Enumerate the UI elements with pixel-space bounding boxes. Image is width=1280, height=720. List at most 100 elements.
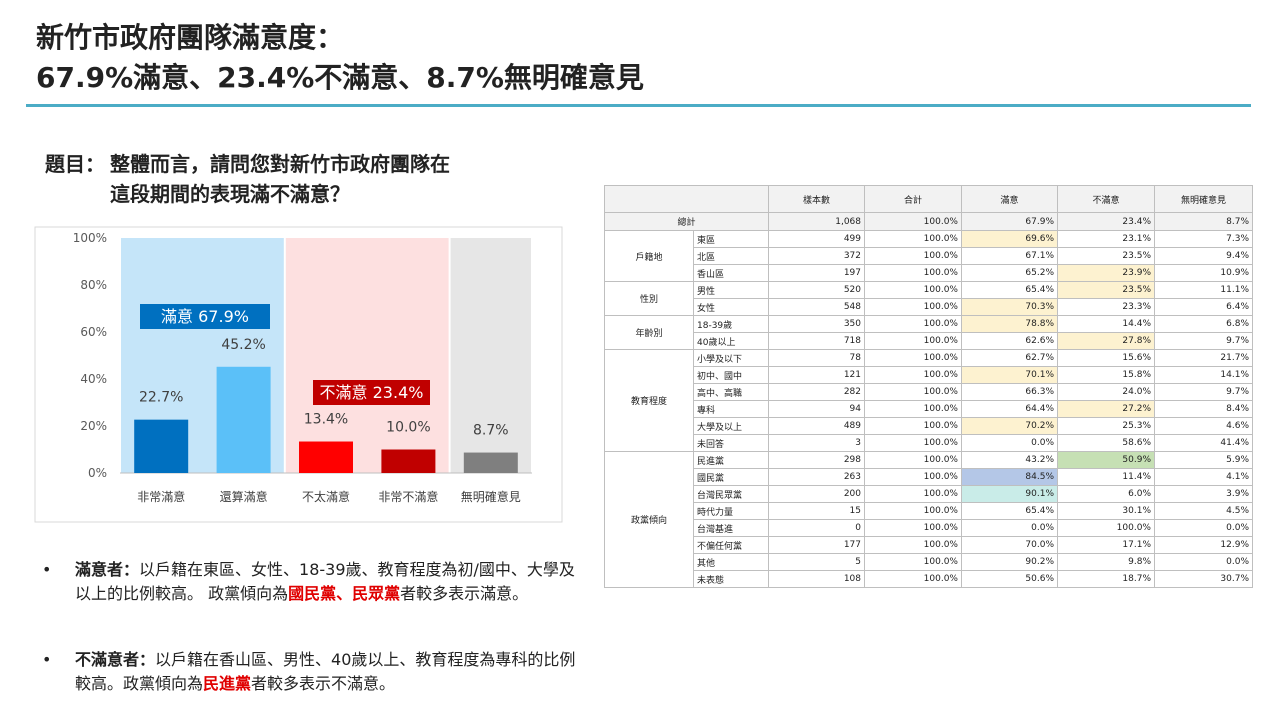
cell: 40歲以上 [693,332,769,350]
cell: 8.7% [1154,212,1253,231]
cell: 27.2% [1057,400,1155,418]
x-tick-label: 非常不滿意 [378,489,438,504]
highlight: 民進黨 [203,674,252,693]
cell: 15 [768,502,865,520]
data-label: 22.7% [139,390,183,406]
cell: 69.6% [961,230,1058,248]
question-line: 這段期間的表現滿不滿意？ [110,182,350,206]
bar [299,441,353,473]
bar [216,366,271,473]
column-header: 合計 [864,185,962,213]
cell: 6.8% [1154,315,1253,333]
data-row: 其他 5 100.0% 90.2% 9.8% 0.0% [605,553,1253,571]
data-row: 性別 男性 520 100.0% 65.4% 23.5% 11.1% [604,281,1253,316]
cell: 14.1% [1154,366,1253,384]
cell: 100.0% [864,230,962,248]
cell: 520 [768,281,865,299]
data-row: 國民黨 263 100.0% 84.5% 11.4% 4.1% [605,468,1253,486]
data-row: 戶籍地 東區 499 100.0% 69.6% 23.1% 7.3% [604,230,1253,282]
cell: 18.7% [1057,570,1155,588]
data-label: 10.0% [386,420,430,436]
cell: 24.0% [1057,383,1155,401]
data-row: 高中、高職 282 100.0% 66.3% 24.0% 9.7% [605,383,1253,401]
x-tick-label: 不太滿意 [302,489,350,504]
cell: 7.3% [1154,230,1253,248]
cell: 3 [768,434,865,452]
group-label: 性別 [604,281,694,316]
annotation: 不滿意 23.4% [320,383,424,402]
cell: 100.0% [864,468,962,486]
data-row: 政黨傾向 民進黨 298 100.0% 43.2% 50.9% 5.9% [604,451,1253,588]
cell: 高中、高職 [693,383,769,401]
bullet-label: 滿意者： [75,560,140,579]
cell: 100.0% [864,281,962,299]
cell: 84.5% [961,468,1058,486]
cell: 90.2% [961,553,1058,571]
cell: 282 [768,383,865,401]
title-line: 新竹市政府團隊滿意度： [36,21,345,54]
cell: 10.9% [1154,264,1253,282]
bullet-label: 不滿意者： [75,650,156,669]
cell: 台灣民眾黨 [693,485,769,503]
data-row: 大學及以上 489 100.0% 70.2% 25.3% 4.6% [605,417,1253,435]
cell: 香山區 [693,264,769,282]
bullet-part: 者較多表示滿意。 [400,584,529,603]
group-band [450,238,531,473]
cell: 78 [768,349,865,367]
annotation: 滿意 67.9% [161,307,249,326]
cell: 5.9% [1154,451,1253,469]
data-row: 時代力量 15 100.0% 65.4% 30.1% 4.5% [605,502,1253,520]
x-tick-label: 非常滿意 [137,489,185,504]
cell: 北區 [693,247,769,265]
cell: 總計 [604,212,769,231]
cell: 大學及以上 [693,417,769,435]
cell: 100.0% [864,519,962,537]
cell: 58.6% [1057,434,1155,452]
cell: 100.0% [864,434,962,452]
cell: 67.1% [961,247,1058,265]
x-tick-label: 無明確意見 [461,489,521,504]
cell: 499 [768,230,865,248]
data-label: 45.2% [221,337,265,353]
question-line: 整體而言，請問您對新竹市政府團隊在 [110,152,450,176]
cell: 未表態 [693,570,769,588]
cell: 50.9% [1057,451,1155,469]
data-row: 專科 94 100.0% 64.4% 27.2% 8.4% [605,400,1253,418]
cell: 1,068 [768,212,865,231]
data-row: 年齡別 18-39歲 350 100.0% 78.8% 14.4% 6.8% [604,315,1253,350]
cell: 67.9% [961,212,1058,231]
cell: 時代力量 [693,502,769,520]
cell: 70.1% [961,366,1058,384]
cell: 23.9% [1057,264,1155,282]
cell: 台灣基進 [693,519,769,537]
cell: 小學及以下 [693,349,769,367]
cell: 100.0% [864,536,962,554]
data-label: 8.7% [473,423,509,439]
cell: 200 [768,485,865,503]
cell: 6.0% [1057,485,1155,503]
chart: 0% 20% 40% 60% 80% 100% 非常滿意 22.7% 還算滿意 45.2% 不太滿意… [34,226,563,523]
cell: 9.4% [1154,247,1253,265]
cell: 65.2% [961,264,1058,282]
data-row: 台灣基進 0 100.0% 0.0% 100.0% 0.0% [605,519,1253,537]
x-tick-label: 還算滿意 [220,489,268,504]
cell: 100.0% [864,315,962,333]
cell: 100.0% [1057,519,1155,537]
data-row: 北區 372 100.0% 67.1% 23.5% 9.4% [605,247,1253,265]
bullet: • 不滿意者：以戶籍在香山區、男性、40歲以上、教育程度為專科的比例較高。政黨傾向… [42,648,582,696]
cell: 62.6% [961,332,1058,350]
cell: 70.2% [961,417,1058,435]
cell: 23.4% [1057,212,1155,231]
cell: 0.0% [1154,553,1253,571]
bar [134,419,189,473]
cell: 100.0% [864,383,962,401]
cell: 100.0% [864,264,962,282]
cell: 4.5% [1154,502,1253,520]
cell: 100.0% [864,400,962,418]
cell: 78.8% [961,315,1058,333]
question-label: 題目： [45,152,105,176]
y-tick-label: 40% [80,372,107,386]
y-tick-label: 20% [80,419,107,433]
cell: 108 [768,570,865,588]
